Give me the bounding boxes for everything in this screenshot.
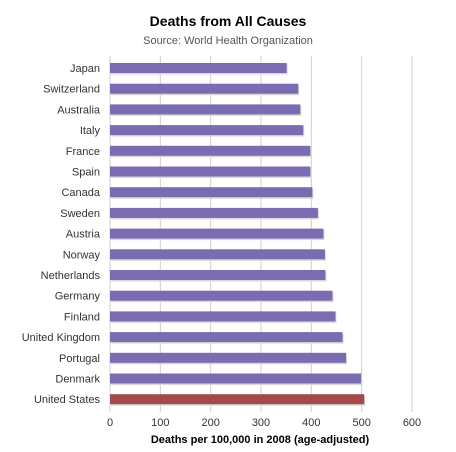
chart-subtitle: Source: World Health Organization — [143, 35, 313, 47]
x-tick-200: 200 — [201, 417, 219, 429]
category-label: Canada — [61, 187, 100, 199]
bar-italy — [110, 125, 304, 136]
x-tick-600: 600 — [403, 417, 421, 429]
category-label: Switzerland — [43, 84, 100, 96]
bar-portugal — [110, 352, 347, 363]
category-label: France — [66, 146, 100, 158]
bar-france — [110, 145, 311, 156]
x-tick-400: 400 — [302, 417, 320, 429]
category-label: Italy — [80, 125, 101, 137]
bar-germany — [110, 290, 333, 301]
category-label: Austria — [66, 229, 101, 241]
category-label: Spain — [72, 167, 100, 179]
category-label: Japan — [70, 63, 100, 75]
x-tick-100: 100 — [151, 417, 169, 429]
bar-austria — [110, 228, 324, 239]
bar-switzerland — [110, 83, 299, 94]
category-label: Norway — [63, 249, 101, 261]
bars — [110, 63, 366, 406]
chart-title: Deaths from All Causes — [150, 13, 307, 29]
bar-canada — [110, 187, 313, 198]
category-labels: Japan Switzerland Australia Italy France Spai… — [22, 63, 101, 406]
category-label: Australia — [57, 104, 101, 116]
category-label: Finland — [64, 311, 100, 323]
category-label: Portugal — [59, 353, 100, 365]
category-label: Netherlands — [41, 270, 101, 282]
bar-denmark — [110, 373, 362, 384]
x-tick-500: 500 — [352, 417, 370, 429]
x-tick-300: 300 — [252, 417, 270, 429]
category-label: United Kingdom — [22, 332, 100, 344]
bar-spain — [110, 166, 311, 177]
bar-sweden — [110, 207, 318, 218]
bar-finland — [110, 311, 336, 322]
category-label: Sweden — [60, 208, 100, 220]
bar-united-states — [110, 394, 365, 405]
category-label: Denmark — [55, 374, 100, 386]
bar-norway — [110, 249, 325, 260]
bar-netherlands — [110, 270, 326, 280]
bar-australia — [110, 104, 301, 115]
x-axis-label: Deaths per 100,000 in 2008 (age-adjusted… — [151, 434, 370, 446]
x-axis-ticks: 0 100 200 300 400 500 600 — [107, 417, 421, 429]
x-tick-0: 0 — [107, 417, 113, 429]
category-label: United States — [34, 394, 101, 406]
bar-united-kingdom — [110, 332, 343, 343]
bar-japan — [110, 63, 287, 73]
category-label: Germany — [55, 291, 101, 303]
